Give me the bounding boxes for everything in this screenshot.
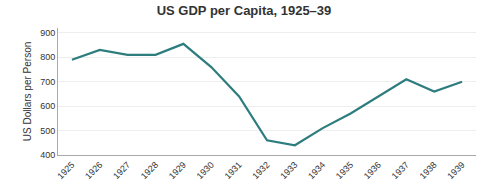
svg-text:1928: 1928 xyxy=(139,160,160,181)
svg-text:1927: 1927 xyxy=(111,160,132,181)
svg-text:1936: 1936 xyxy=(362,160,383,181)
svg-text:1925: 1925 xyxy=(55,160,76,181)
svg-text:1932: 1932 xyxy=(250,160,271,181)
svg-text:600: 600 xyxy=(40,101,55,111)
svg-text:1934: 1934 xyxy=(306,160,327,181)
svg-text:1931: 1931 xyxy=(222,160,243,181)
svg-text:900: 900 xyxy=(40,28,55,38)
svg-text:500: 500 xyxy=(40,126,55,136)
svg-text:1933: 1933 xyxy=(278,160,299,181)
svg-text:US Dollars per Person: US Dollars per Person xyxy=(22,42,33,141)
svg-text:1929: 1929 xyxy=(167,160,188,181)
svg-text:US GDP per Capita, 1925–39: US GDP per Capita, 1925–39 xyxy=(157,3,332,18)
svg-text:1938: 1938 xyxy=(418,160,439,181)
svg-text:800: 800 xyxy=(40,52,55,62)
svg-text:1935: 1935 xyxy=(334,160,355,181)
svg-text:1930: 1930 xyxy=(195,160,216,181)
svg-text:400: 400 xyxy=(40,150,55,160)
svg-text:700: 700 xyxy=(40,77,55,87)
svg-text:1939: 1939 xyxy=(445,160,466,181)
svg-text:1937: 1937 xyxy=(390,160,411,181)
svg-text:1926: 1926 xyxy=(83,160,104,181)
